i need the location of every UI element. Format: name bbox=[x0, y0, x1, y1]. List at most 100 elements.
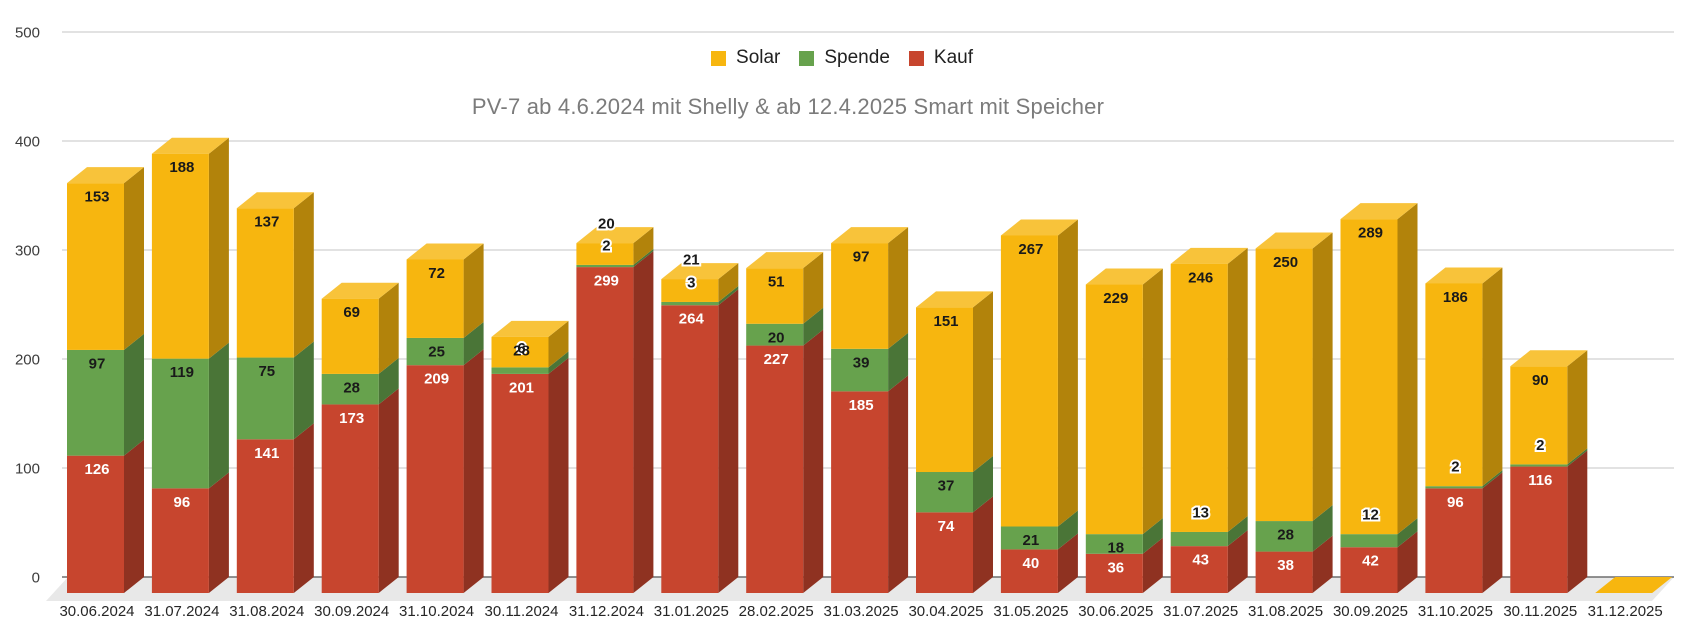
bar-segment-side-spende bbox=[208, 342, 229, 489]
bar-value-label: 43 bbox=[1192, 552, 1209, 569]
bar-segment-side-solar bbox=[548, 320, 569, 368]
bar-segment-side-kauf bbox=[548, 357, 569, 593]
bar-segment-side-solar bbox=[1227, 247, 1248, 532]
bar-segment-side-kauf bbox=[1482, 472, 1503, 593]
bar-segment-side-kauf bbox=[463, 349, 484, 593]
bar-segment-side-kauf bbox=[718, 289, 739, 593]
bar-segment-spende bbox=[576, 264, 634, 268]
bar-segment-side-spende bbox=[1057, 510, 1078, 550]
bar-value-label: 264 bbox=[679, 311, 705, 328]
bar-segment-solar bbox=[1510, 366, 1568, 465]
bar-value-label: 119 bbox=[170, 364, 194, 381]
bar-value-label: 28 bbox=[343, 379, 360, 396]
bar-segment-side-spende bbox=[1312, 505, 1333, 552]
bar-segment-kauf bbox=[236, 439, 294, 593]
bar-value-label: 51 bbox=[768, 274, 785, 291]
bar-segment-kauf bbox=[67, 455, 124, 593]
bar-segment-solar bbox=[831, 243, 889, 349]
bar-value-label: 21 bbox=[683, 252, 700, 269]
bar-segment-side-solar bbox=[1142, 268, 1163, 535]
bar-value-label: 186 bbox=[1443, 289, 1468, 306]
x-axis-tick-label: 30.06.2024 bbox=[59, 603, 134, 620]
x-axis-tick-label: 31.12.2025 bbox=[1588, 603, 1663, 620]
bar-segment-top-solar bbox=[321, 282, 399, 299]
bar-segment-top-solar bbox=[1000, 219, 1078, 236]
bar-segment-spende bbox=[321, 373, 379, 405]
bar-value-label: 28 bbox=[513, 342, 530, 359]
bar-segment-side-spende bbox=[463, 321, 484, 366]
bar-value-label: 126 bbox=[84, 461, 109, 478]
bar-segment-side-solar bbox=[888, 227, 909, 349]
bar-segment-side-kauf bbox=[378, 388, 399, 593]
bar-value-label: 289 bbox=[1358, 225, 1383, 242]
x-axis-tick-label: 30.04.2025 bbox=[908, 603, 983, 620]
bar-segment-spende bbox=[1000, 526, 1058, 550]
bar-segment-spende bbox=[151, 358, 209, 489]
bar-segment-solar bbox=[1255, 248, 1313, 522]
bar-value-label: 90 bbox=[1532, 372, 1549, 389]
bar-segment-solar bbox=[1170, 263, 1228, 532]
bar-segment-solar bbox=[746, 268, 804, 324]
x-axis-tick-label: 31.03.2025 bbox=[824, 603, 899, 620]
x-axis-tick-label: 31.05.2025 bbox=[993, 603, 1068, 620]
bar-value-label: 185 bbox=[849, 397, 874, 414]
bar-segment-side-solar bbox=[1397, 203, 1418, 535]
bar-segment-spende bbox=[67, 349, 124, 456]
bar-segment-solar bbox=[151, 153, 209, 359]
bar-segment-side-spende bbox=[633, 248, 654, 268]
bar-value-label: 209 bbox=[424, 371, 449, 388]
bar-value-label: 36 bbox=[1107, 559, 1124, 576]
x-axis-tick-label: 30.09.2024 bbox=[314, 603, 389, 620]
y-axis-tick-label: 300 bbox=[15, 243, 40, 260]
bar-segment-kauf bbox=[1255, 551, 1313, 593]
bar-segment-top-solar bbox=[67, 167, 144, 184]
bar-segment-top-solar bbox=[1425, 267, 1503, 284]
x-axis-tick-label: 31.08.2025 bbox=[1248, 603, 1323, 620]
bar-segment-kauf bbox=[1085, 553, 1143, 593]
legend-item-kauf: Kauf bbox=[908, 47, 973, 69]
bar-value-label: 38 bbox=[1277, 557, 1294, 574]
bar-segment-top-solar bbox=[746, 252, 824, 269]
bar-segment-kauf bbox=[491, 373, 549, 593]
bar-segment-kauf bbox=[151, 488, 209, 593]
bar-value-label: 37 bbox=[938, 478, 955, 495]
x-axis-tick-label: 31.12.2024 bbox=[569, 603, 644, 620]
bar-segment-top-solar bbox=[236, 192, 314, 209]
legend-item-spende: Spende bbox=[799, 47, 890, 69]
bar-value-label: 18 bbox=[1107, 540, 1124, 557]
bar-value-label: 96 bbox=[174, 494, 191, 511]
bar-zero-top-face bbox=[1595, 577, 1673, 593]
bar-segment-spende bbox=[1170, 531, 1228, 547]
bar-value-label: 229 bbox=[1103, 290, 1128, 307]
bar-value-label: 267 bbox=[1018, 241, 1043, 258]
bar-segment-side-spende bbox=[803, 307, 824, 346]
bar-segment-side-kauf bbox=[1227, 530, 1248, 593]
bar-value-label: 2 bbox=[1451, 459, 1459, 476]
bar-segment-solar bbox=[321, 298, 379, 374]
bar-segment-kauf bbox=[1510, 466, 1568, 593]
legend-label-solar: Solar bbox=[736, 47, 781, 68]
bar-value-label: 137 bbox=[254, 214, 279, 231]
bar-segment-side-kauf bbox=[1142, 537, 1163, 593]
bar-value-label: 141 bbox=[254, 445, 279, 462]
chart-title: PV-7 ab 4.6.2024 mit Shelly & ab 12.4.20… bbox=[471, 94, 1105, 119]
x-axis-tick-label: 30.11.2025 bbox=[1503, 603, 1577, 620]
bar-segment-top-solar bbox=[1510, 350, 1588, 367]
bar-segment-side-kauf bbox=[1312, 535, 1333, 593]
bar-segment-side-kauf bbox=[803, 329, 824, 593]
bar-value-label: 13 bbox=[1192, 504, 1209, 521]
legend-label-kauf: Kauf bbox=[933, 47, 973, 68]
bar-segment-spende bbox=[916, 472, 973, 513]
bar-value-label: 72 bbox=[428, 265, 445, 282]
bar-value-label: 188 bbox=[169, 159, 194, 176]
bar-segment-side-kauf bbox=[633, 251, 654, 593]
bar-segment-top-solar bbox=[1255, 232, 1333, 249]
bar-segment-side-solar bbox=[1482, 267, 1503, 487]
bar-value-label: 299 bbox=[594, 273, 619, 290]
bar-segment-solar bbox=[1340, 219, 1398, 535]
bar-value-label: 116 bbox=[1528, 472, 1552, 489]
bar-segment-kauf bbox=[406, 365, 464, 593]
bar-segment-solar bbox=[661, 279, 719, 302]
